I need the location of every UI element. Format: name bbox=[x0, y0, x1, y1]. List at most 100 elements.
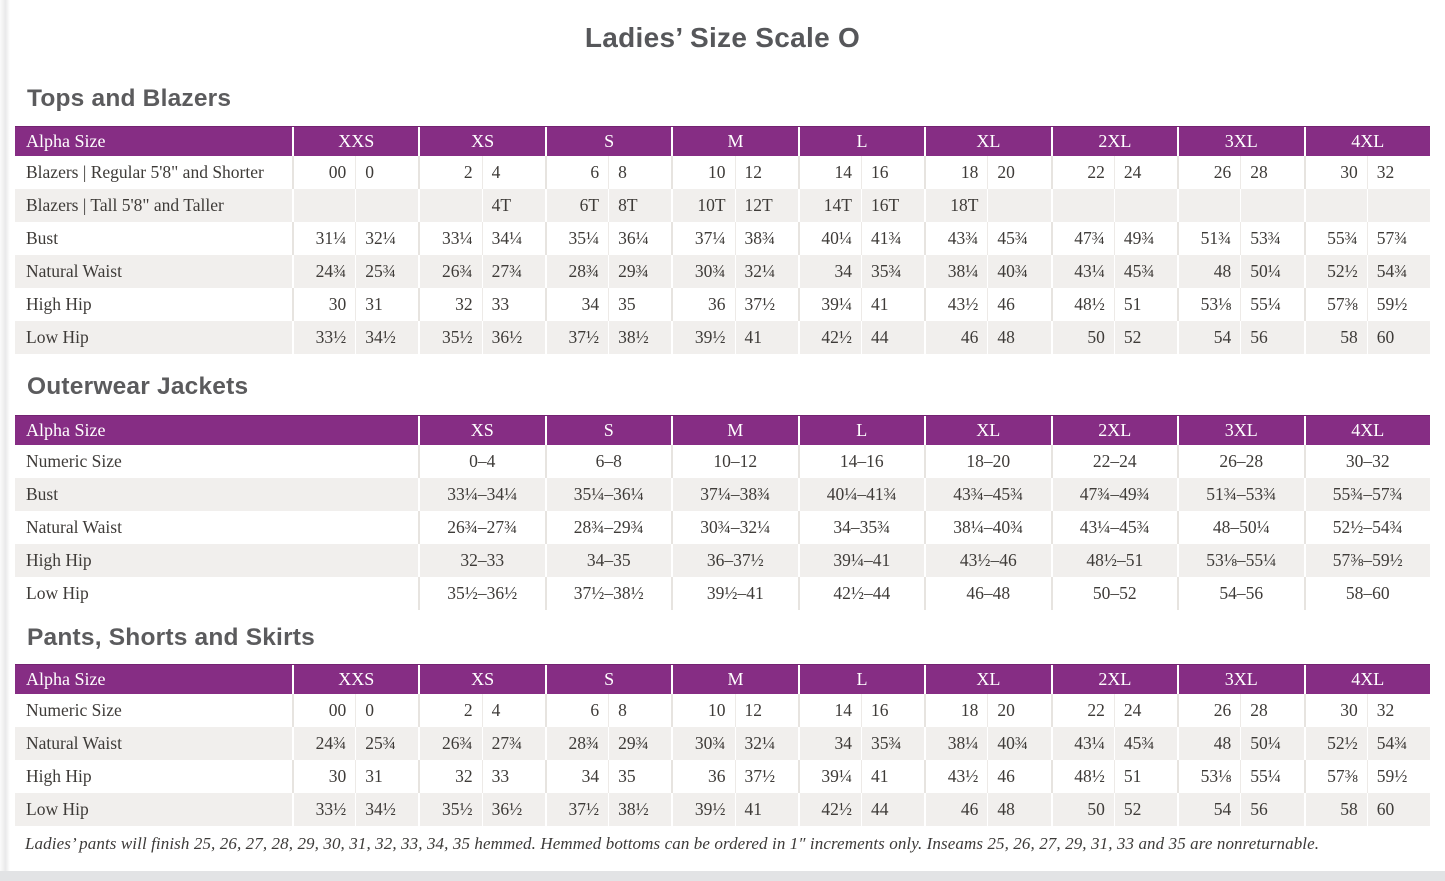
size-column-header: XL bbox=[924, 416, 1051, 445]
row-label: Natural Waist bbox=[26, 517, 122, 537]
row-label: Natural Waist bbox=[26, 733, 122, 753]
table-cell: 37½–38½ bbox=[544, 577, 672, 610]
table-cell: 37½ bbox=[544, 793, 608, 826]
table-cell: 60 bbox=[1366, 321, 1430, 354]
table-cell: 8T bbox=[608, 189, 671, 222]
table-cell: 2 bbox=[418, 694, 481, 727]
table-row: Natural Waist 24¾ 25¾ 26¾ 27¾ 28¾ 29¾ 30¾ 32¼ 34 3… bbox=[15, 255, 1430, 288]
table-cell: 28¾ bbox=[544, 727, 608, 760]
size-column-header: 3XL bbox=[1177, 416, 1304, 445]
size-column-header: XL bbox=[924, 665, 1050, 694]
table-cell: 54 bbox=[1177, 321, 1240, 354]
table-cell: 30 bbox=[1303, 156, 1367, 189]
table-cell bbox=[1366, 189, 1430, 222]
size-column-header: XS bbox=[418, 416, 545, 445]
table-cell: 6 bbox=[544, 156, 608, 189]
table-cell bbox=[1240, 189, 1303, 222]
table-cell: 35½ bbox=[418, 793, 481, 826]
table-cell: 33¼ bbox=[418, 222, 481, 255]
table-cell: 55¾–57¾ bbox=[1303, 478, 1431, 511]
table-cell: 22 bbox=[1050, 156, 1114, 189]
table-cell bbox=[292, 189, 355, 222]
table-cell: 34½ bbox=[355, 793, 418, 826]
table-cell: 24 bbox=[1113, 156, 1177, 189]
table-cell: 10 bbox=[671, 694, 734, 727]
table-cell bbox=[418, 189, 481, 222]
table-cell: 48 bbox=[987, 321, 1050, 354]
page-title: Ladies’ Size Scale O bbox=[584, 22, 861, 53]
row-label: High Hip bbox=[26, 294, 92, 314]
table-cell: 46–48 bbox=[924, 577, 1051, 610]
footnote: Ladies’ pants will finish 25, 26, 27, 28… bbox=[25, 834, 1320, 853]
table-cell bbox=[1113, 189, 1177, 222]
table-cell: 42½ bbox=[797, 793, 861, 826]
table-cell: 35 bbox=[608, 288, 671, 321]
table-cell: 51¾ bbox=[1177, 222, 1240, 255]
size-column-header: L bbox=[797, 665, 924, 694]
size-column-header: 2XL bbox=[1050, 127, 1177, 156]
table-cell: 14–16 bbox=[797, 445, 925, 478]
table-cell: 4T bbox=[481, 189, 545, 222]
row-label: Bust bbox=[26, 228, 59, 248]
table-cell: 30 bbox=[1303, 694, 1367, 727]
table-cell bbox=[987, 189, 1050, 222]
table-cell: 34 bbox=[797, 255, 861, 288]
row-label: High Hip bbox=[26, 766, 92, 786]
table-cell: 29¾ bbox=[608, 727, 671, 760]
table-cell: 55¼ bbox=[1240, 760, 1303, 793]
table-cell: 43½ bbox=[924, 288, 987, 321]
table-cell: 57⅜ bbox=[1303, 760, 1367, 793]
table-cell: 39½ bbox=[671, 793, 734, 826]
table-cell: 58–60 bbox=[1303, 577, 1431, 610]
table-cell: 44 bbox=[860, 321, 924, 354]
table-cell: 8 bbox=[608, 156, 671, 189]
table-cell: 43½–46 bbox=[924, 544, 1051, 577]
table-cell: 36½ bbox=[481, 321, 545, 354]
row-label: Numeric Size bbox=[26, 700, 122, 720]
table-cell: 0–4 bbox=[418, 445, 545, 478]
table-cell: 40¼ bbox=[797, 222, 861, 255]
alpha-size-header-cell: Alpha Size bbox=[26, 420, 106, 440]
table-cell: 31¼ bbox=[292, 222, 355, 255]
table-cell: 53¾ bbox=[1240, 222, 1303, 255]
table-cell: 40¼–41¾ bbox=[797, 478, 925, 511]
table-cell: 35¼ bbox=[544, 222, 608, 255]
table-cell: 34½ bbox=[355, 321, 418, 354]
table-cell: 50–52 bbox=[1050, 577, 1178, 610]
table-cell: 26 bbox=[1177, 156, 1240, 189]
table-cell: 32 bbox=[1366, 156, 1430, 189]
table-cell: 41 bbox=[860, 760, 924, 793]
table-cell: 32¼ bbox=[734, 255, 798, 288]
table-cell: 48½ bbox=[1050, 760, 1114, 793]
table-cell: 26¾ bbox=[418, 255, 481, 288]
size-column-header: S bbox=[544, 416, 672, 445]
table-cell: 48 bbox=[1177, 255, 1240, 288]
table-cell: 40¾ bbox=[987, 255, 1050, 288]
table-row: Numeric Size 00 0 2 4 6 8 10 12 14 16 18 20 22 24 26 28 3… bbox=[15, 694, 1430, 727]
row-label: Low Hip bbox=[26, 583, 89, 603]
table-cell: 0 bbox=[355, 694, 418, 727]
table-cell: 35 bbox=[608, 760, 671, 793]
size-column-header: 4XL bbox=[1303, 665, 1430, 694]
table-cell: 28 bbox=[1240, 156, 1303, 189]
table-cell: 39½ bbox=[671, 321, 734, 354]
table-cell: 54¾ bbox=[1366, 727, 1430, 760]
table-row: High Hip 32–33 34–35 36–37½ 39¼–41 43½–46 48½–… bbox=[15, 544, 1430, 577]
table-cell: 35½–36½ bbox=[418, 577, 545, 610]
table-cell: 27¾ bbox=[481, 727, 545, 760]
table-cell: 00 bbox=[292, 156, 355, 189]
table-cell: 45¾ bbox=[987, 222, 1050, 255]
table-cell: 37½ bbox=[734, 288, 798, 321]
table-cell: 58 bbox=[1303, 793, 1367, 826]
table-cell: 51 bbox=[1113, 760, 1177, 793]
size-column-header: M bbox=[671, 416, 798, 445]
table-cell: 55¼ bbox=[1240, 288, 1303, 321]
table-cell: 36 bbox=[671, 760, 734, 793]
table-cell: 41 bbox=[734, 793, 798, 826]
row-label: Blazers | Tall 5'8" and Taller bbox=[26, 195, 224, 215]
table-row: Low Hip 35½–36½ 37½–38½ 39½–41 42½–44 46–48 50… bbox=[15, 577, 1430, 610]
table-cell: 6 bbox=[544, 694, 608, 727]
table-cell: 48 bbox=[1177, 727, 1240, 760]
table-row: Low Hip 33½ 34½ 35½ 36½ 37½ 38½ 39½ 41 42½ 44 46 48 5… bbox=[15, 321, 1430, 354]
table-cell: 57¾ bbox=[1366, 222, 1430, 255]
